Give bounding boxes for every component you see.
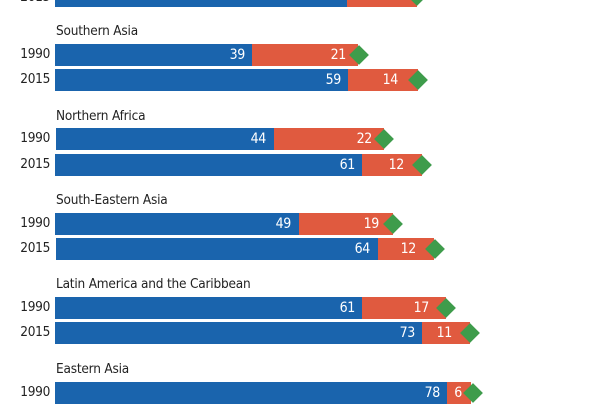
year-label: 2015: [0, 0, 50, 5]
bar-southern-asia-2015: 59 14: [55, 69, 435, 91]
year-label: 1990: [20, 215, 50, 231]
year-label: 2015: [20, 240, 50, 256]
bar-eastern-asia-1990: 78 6: [55, 382, 485, 404]
bar-northern-africa-1990: 44 22: [56, 128, 396, 150]
year-label: 1990: [20, 299, 50, 315]
bar-latin-america-1990: 61 17: [55, 297, 465, 319]
bar-partial-2015: [55, 0, 427, 7]
region-label-southern-asia: Southern Asia: [56, 23, 138, 39]
region-label-south-eastern-asia: South-Eastern Asia: [56, 192, 168, 208]
bar-northern-africa-2015: 61 12: [55, 154, 440, 176]
region-label-northern-africa: Northern Africa: [56, 108, 146, 124]
year-label: 1990: [20, 384, 50, 400]
bar-southern-asia-1990: 39 21: [55, 44, 375, 66]
year-label: 2015: [20, 324, 50, 340]
region-label-latin-america: Latin America and the Caribbean: [56, 276, 251, 292]
bar-latin-america-2015: 73 11: [55, 322, 485, 344]
bar-south-eastern-asia-2015: 64 12: [56, 238, 451, 260]
year-label: 1990: [20, 46, 50, 62]
bar-south-eastern-asia-1990: 49 19: [55, 213, 405, 235]
region-label-eastern-asia: Eastern Asia: [56, 361, 130, 377]
year-label: 2015: [20, 71, 50, 87]
year-label: 1990: [20, 130, 50, 146]
year-label: 2015: [20, 156, 50, 172]
